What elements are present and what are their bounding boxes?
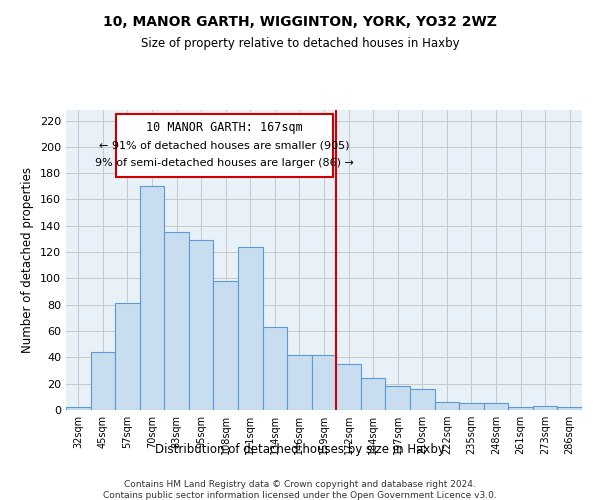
FancyBboxPatch shape [116, 114, 332, 177]
Bar [508, 408, 533, 410]
Bar [484, 404, 508, 410]
Bar [115, 304, 140, 410]
Text: Contains public sector information licensed under the Open Government Licence v3: Contains public sector information licen… [103, 491, 497, 500]
Text: 10, MANOR GARTH, WIGGINTON, YORK, YO32 2WZ: 10, MANOR GARTH, WIGGINTON, YORK, YO32 2… [103, 15, 497, 29]
Text: 9% of semi-detached houses are larger (86) →: 9% of semi-detached houses are larger (8… [95, 158, 354, 168]
Text: Distribution of detached houses by size in Haxby: Distribution of detached houses by size … [155, 442, 445, 456]
Bar [287, 354, 312, 410]
Text: ← 91% of detached houses are smaller (905): ← 91% of detached houses are smaller (90… [99, 140, 350, 150]
Bar [189, 240, 214, 410]
Bar [140, 186, 164, 410]
Y-axis label: Number of detached properties: Number of detached properties [22, 167, 34, 353]
Bar [263, 327, 287, 410]
Bar [434, 402, 459, 410]
Text: 10 MANOR GARTH: 167sqm: 10 MANOR GARTH: 167sqm [146, 122, 303, 134]
Bar [214, 281, 238, 410]
Bar [385, 386, 410, 410]
Bar [312, 354, 336, 410]
Text: Size of property relative to detached houses in Haxby: Size of property relative to detached ho… [140, 38, 460, 51]
Bar [238, 247, 263, 410]
Text: Contains HM Land Registry data © Crown copyright and database right 2024.: Contains HM Land Registry data © Crown c… [124, 480, 476, 489]
Bar [164, 232, 189, 410]
Bar [557, 408, 582, 410]
Bar [336, 364, 361, 410]
Bar [533, 406, 557, 410]
Bar [459, 404, 484, 410]
Bar [361, 378, 385, 410]
Bar [410, 389, 434, 410]
Bar [66, 408, 91, 410]
Bar [91, 352, 115, 410]
